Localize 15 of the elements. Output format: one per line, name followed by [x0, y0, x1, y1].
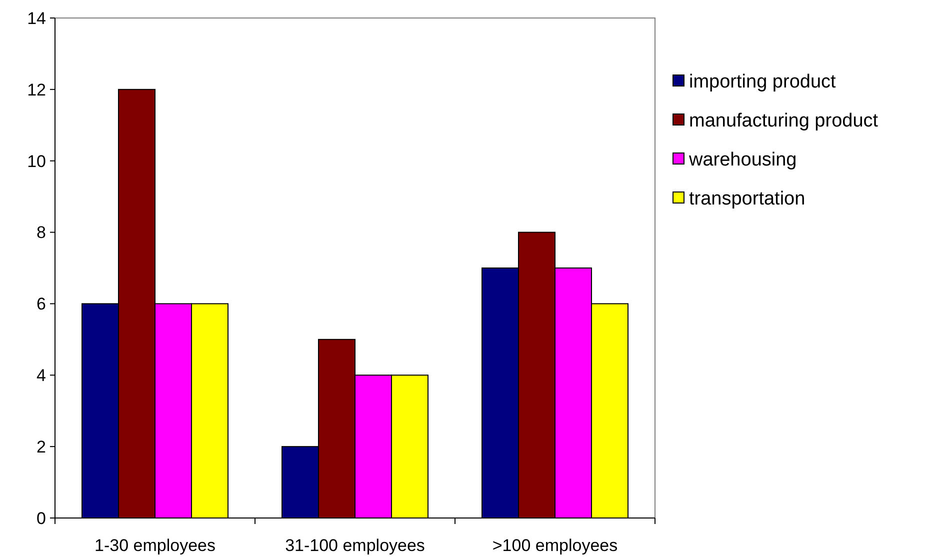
legend-label: warehousing	[688, 150, 797, 171]
legend-label: transportation	[689, 188, 806, 210]
x-tick-label: 1-30 employees	[94, 536, 216, 555]
legend-label: manufacturing product	[689, 110, 879, 132]
y-tick-label: 12	[27, 80, 46, 100]
y-tick-label: 8	[36, 223, 46, 242]
x-tick-label: 31-100 employees	[285, 536, 425, 555]
y-tick-label: 14	[27, 8, 46, 28]
legend-label: importing product	[689, 72, 837, 93]
y-tick-label: 6	[36, 294, 46, 314]
x-tick-label: >100 employees	[492, 536, 618, 555]
y-tick-label: 10	[27, 152, 46, 171]
y-tick-label: 0	[36, 508, 46, 528]
y-tick-label: 2	[36, 438, 46, 457]
y-tick-label: 4	[36, 366, 46, 386]
